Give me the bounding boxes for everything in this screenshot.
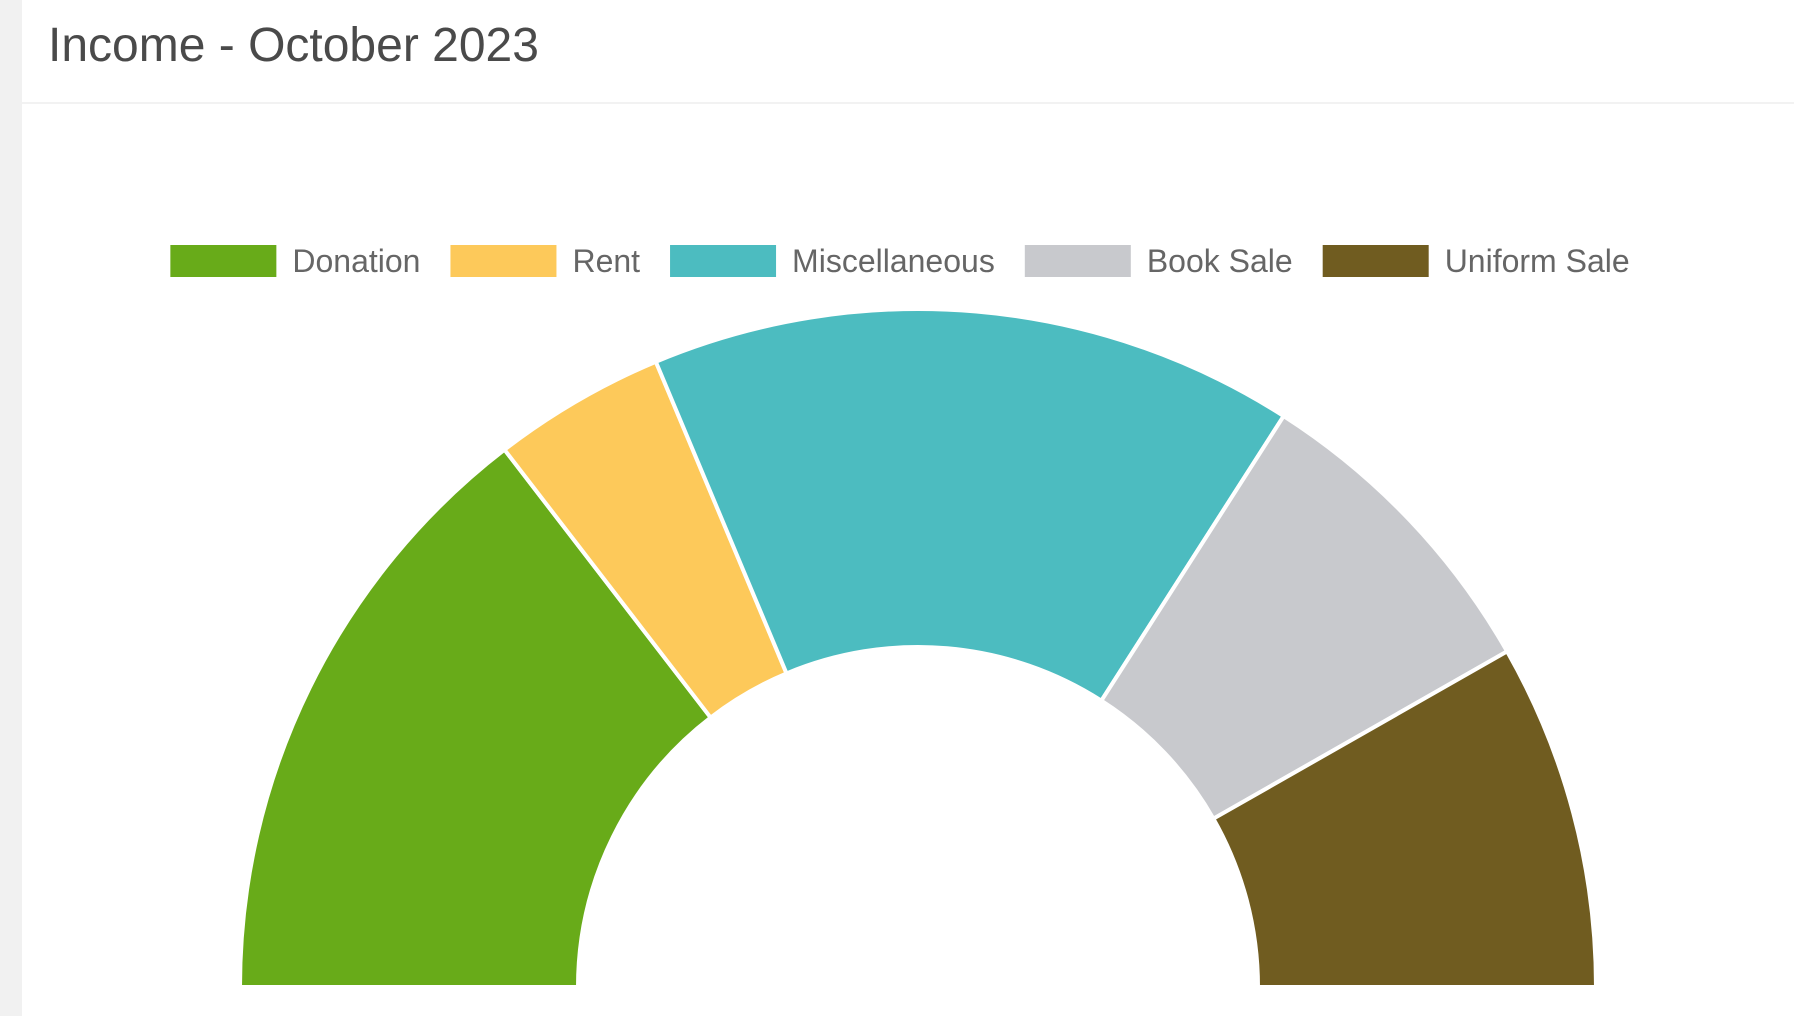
legend-label-miscellaneous: Miscellaneous: [792, 243, 995, 279]
legend-swatch-donation: [170, 245, 277, 277]
card-header: Income - October 2023: [22, 0, 1794, 104]
legend-swatch-rent: [450, 245, 557, 277]
slice-uniform-sale[interactable]: [1211, 649, 1598, 989]
legend-swatch-book-sale: [1024, 245, 1131, 277]
chart-slices: [238, 307, 1598, 989]
legend-item-miscellaneous[interactable]: Miscellaneous: [670, 243, 995, 279]
legend-label-rent: Rent: [572, 243, 640, 279]
legend-item-rent[interactable]: Rent: [450, 243, 640, 279]
legend-swatch-miscellaneous: [670, 245, 777, 277]
legend-label-uniform-sale: Uniform Sale: [1445, 243, 1630, 279]
slice-book-sale[interactable]: [1099, 414, 1510, 821]
legend-swatch-uniform-sale: [1322, 245, 1429, 277]
page-title: Income - October 2023: [48, 19, 539, 72]
legend-item-book-sale[interactable]: Book Sale: [1024, 243, 1293, 279]
chart-legend: Donation Rent Miscellaneous Book Sale Unifor…: [170, 243, 1630, 279]
slice-miscellaneous[interactable]: [653, 307, 1286, 703]
legend-label-book-sale: Book Sale: [1147, 243, 1293, 279]
legend-item-uniform-sale[interactable]: Uniform Sale: [1322, 243, 1630, 279]
legend-label-donation: Donation: [292, 243, 420, 279]
slice-donation[interactable]: [238, 447, 713, 989]
legend-item-donation[interactable]: Donation: [170, 243, 420, 279]
